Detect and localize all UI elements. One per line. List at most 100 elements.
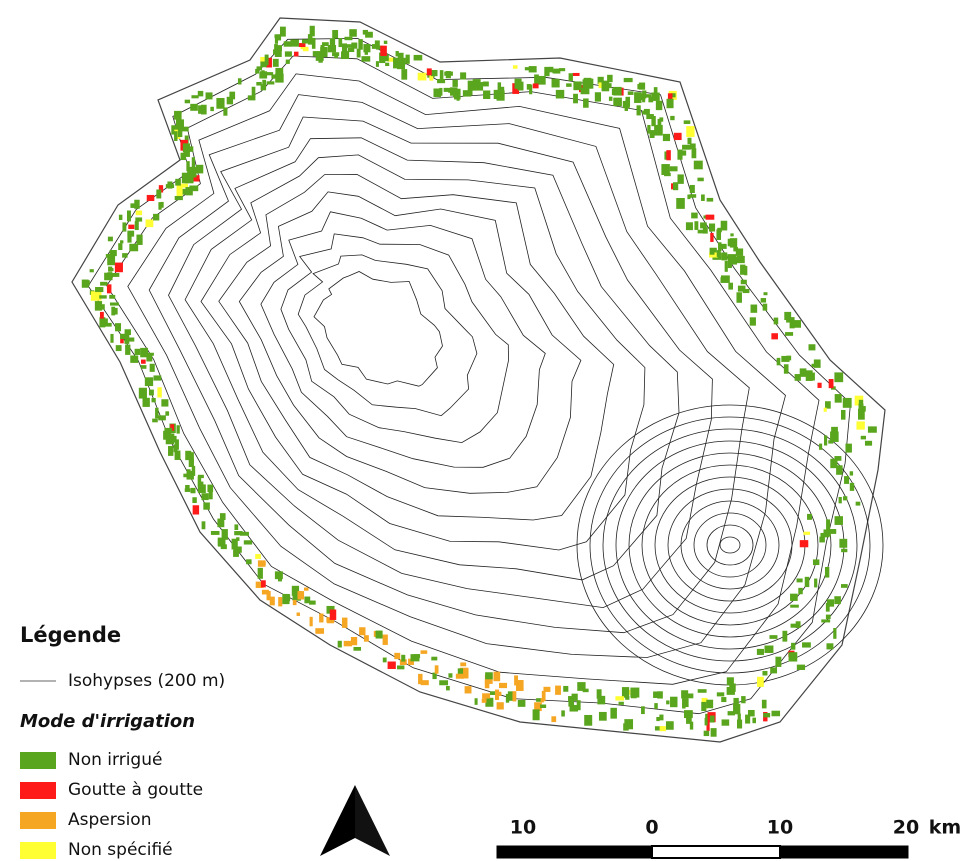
crop-patch xyxy=(255,554,261,559)
crop-patch xyxy=(690,185,695,193)
crop-patch xyxy=(244,540,252,544)
crop-patch xyxy=(418,674,422,684)
crop-patch xyxy=(690,722,693,730)
crop-patch xyxy=(798,588,802,594)
crop-patch xyxy=(552,79,560,88)
crop-patch xyxy=(763,304,768,311)
crop-patch xyxy=(260,62,266,68)
crop-patch xyxy=(645,94,651,97)
crop-patch xyxy=(290,39,299,46)
crop-patch xyxy=(401,655,405,662)
crop-patch xyxy=(826,643,833,649)
crop-patch xyxy=(845,444,851,453)
crop-patch xyxy=(717,692,724,696)
crop-patch xyxy=(682,145,691,150)
crop-patch xyxy=(315,628,324,634)
island xyxy=(72,18,885,742)
crop-patch xyxy=(730,238,735,245)
crop-patch xyxy=(771,333,778,339)
crop-patch xyxy=(341,51,349,59)
crop-patch xyxy=(826,615,831,619)
crop-patch xyxy=(338,38,342,47)
crop-patch xyxy=(183,474,188,478)
crop-patch xyxy=(784,364,789,373)
crop-patch xyxy=(149,390,154,396)
crop-patch xyxy=(342,618,347,628)
crop-patch xyxy=(271,74,275,78)
crop-patch xyxy=(433,88,441,97)
scale-label: 0 xyxy=(645,817,658,839)
crop-patch xyxy=(275,68,283,77)
crop-patch xyxy=(750,317,756,325)
crop-patch xyxy=(448,673,452,677)
crop-patch xyxy=(475,698,478,705)
crop-patch xyxy=(555,686,561,695)
crop-patch xyxy=(687,138,691,145)
crop-patch xyxy=(856,502,861,506)
crop-patch xyxy=(166,184,174,188)
crop-patch xyxy=(667,99,674,108)
crop-patch xyxy=(516,680,524,691)
crop-patch xyxy=(709,223,715,231)
crop-patch xyxy=(273,49,281,54)
crop-patch xyxy=(659,117,663,121)
crop-patch xyxy=(234,531,242,535)
crop-patch xyxy=(834,596,841,604)
crop-patch xyxy=(639,93,646,100)
crop-patch xyxy=(446,71,451,78)
crop-patch xyxy=(656,101,662,110)
crop-patch xyxy=(246,559,252,564)
crop-patch xyxy=(706,215,715,220)
crop-patch xyxy=(127,232,131,243)
crop-patch xyxy=(401,69,407,80)
crop-patch xyxy=(234,524,238,530)
crop-patch xyxy=(258,568,263,579)
crop-patch xyxy=(130,355,138,362)
crop-patch xyxy=(625,101,628,111)
crop-patch xyxy=(670,116,674,120)
crop-patch xyxy=(544,67,549,76)
crop-patch xyxy=(110,250,117,256)
crop-patch xyxy=(682,698,689,707)
crop-patch xyxy=(533,709,540,720)
scale-label: 20 xyxy=(893,817,919,839)
crop-patch xyxy=(191,95,198,98)
crop-patch xyxy=(190,488,195,493)
crop-patch xyxy=(310,617,313,626)
legend-label: Goutte à goutte xyxy=(68,780,203,800)
crop-patch xyxy=(706,700,713,709)
crop-patch xyxy=(302,39,308,43)
crop-patch xyxy=(82,280,89,288)
crop-patch xyxy=(97,304,105,309)
crop-patch xyxy=(285,51,292,56)
crop-patch xyxy=(334,53,338,58)
crop-patch xyxy=(166,434,175,445)
crop-patch xyxy=(725,261,728,272)
crop-patch xyxy=(164,428,172,433)
crop-patch xyxy=(817,383,821,388)
crop-patch xyxy=(850,483,854,491)
crop-patch xyxy=(540,705,546,708)
crop-patch xyxy=(803,532,810,535)
crop-patch xyxy=(91,291,99,300)
crop-patch xyxy=(136,211,142,216)
crop-patch xyxy=(184,148,190,157)
crop-patch xyxy=(789,652,798,661)
crop-patch xyxy=(646,114,654,119)
crop-patch xyxy=(330,610,336,620)
crop-patch xyxy=(349,29,357,37)
crop-patch xyxy=(679,150,687,155)
crop-patch xyxy=(573,81,581,90)
crop-patch xyxy=(674,133,682,140)
crop-patch xyxy=(738,714,741,722)
crop-patch xyxy=(431,657,437,661)
crop-patch xyxy=(108,237,113,242)
crop-patch xyxy=(825,401,831,408)
crop-patch xyxy=(190,104,198,111)
crop-patch xyxy=(122,222,126,231)
crop-patch xyxy=(534,74,539,83)
crop-patch xyxy=(604,82,608,86)
crop-patch xyxy=(211,531,220,535)
crop-patch xyxy=(453,88,457,98)
crop-patch xyxy=(518,700,526,707)
